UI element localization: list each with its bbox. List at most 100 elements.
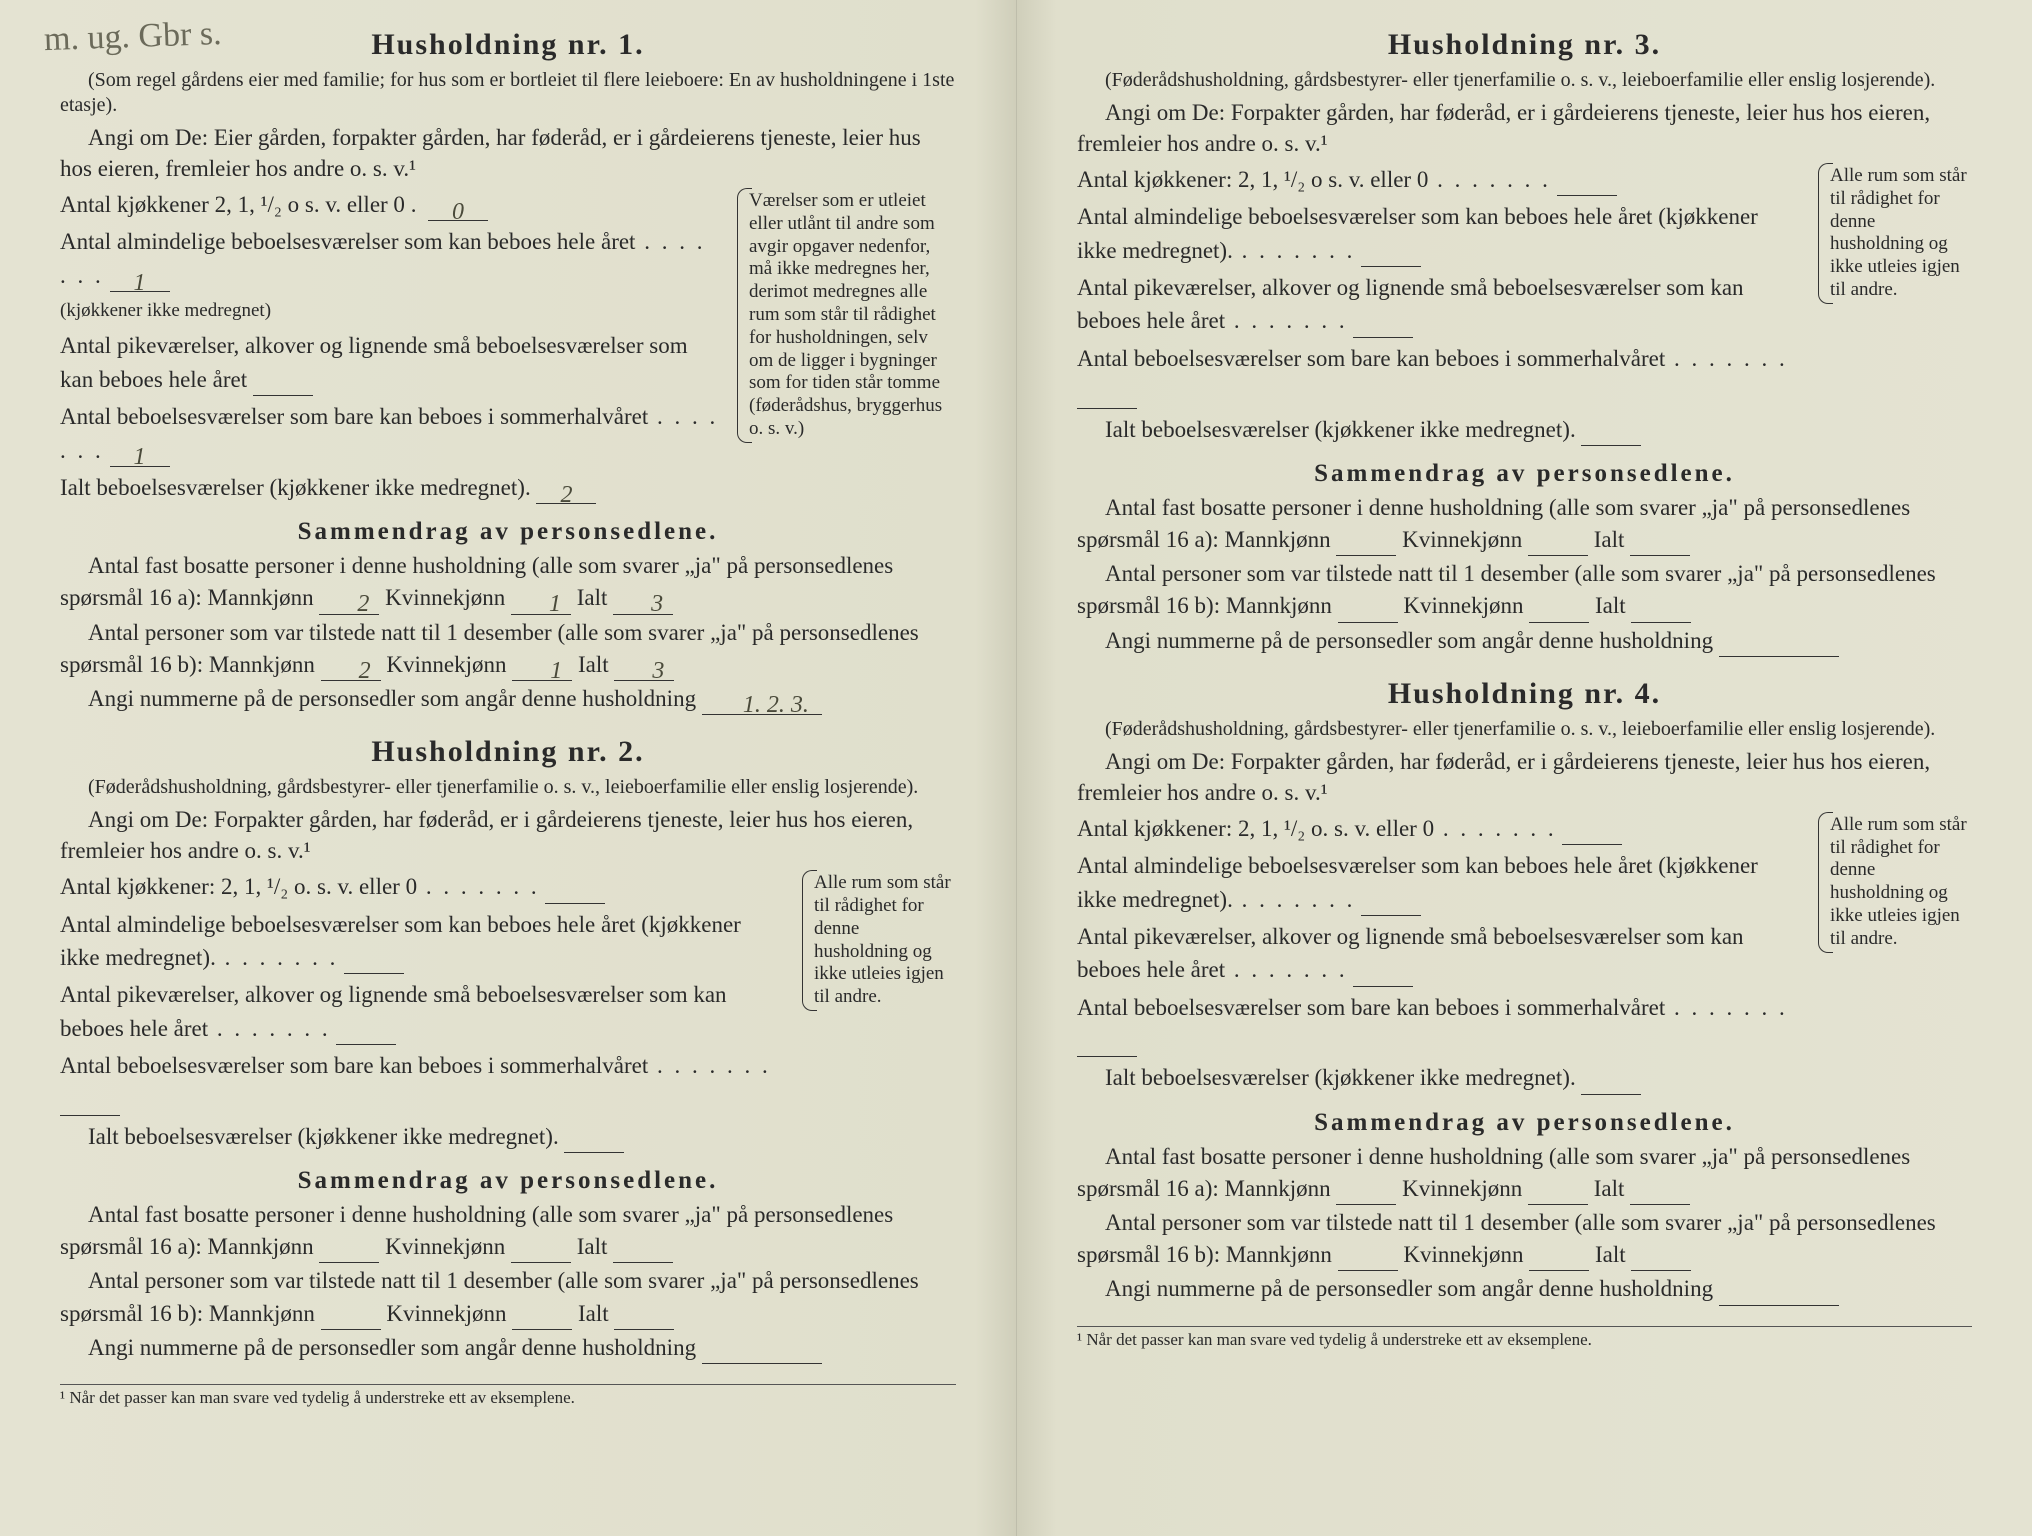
h1-kitchens-value[interactable]: 0 xyxy=(428,195,488,221)
section-husholdning-3: Husholdning nr. 3. (Føderådshusholdning,… xyxy=(1077,28,1972,657)
h4-rooms-year: Antal almindelige beboelsesværelser som … xyxy=(1077,849,1802,916)
section-husholdning-4: Husholdning nr. 4. (Føderådshusholdning,… xyxy=(1077,677,1972,1306)
h3-s1-k-label: Kvinnekjønn xyxy=(1402,527,1522,552)
h4-rooms-year-value[interactable] xyxy=(1361,890,1421,916)
h1-form-row: Antal kjøkkener 2, 1, ¹/₂ o s. v. eller … xyxy=(60,188,956,508)
h4-total-value[interactable] xyxy=(1581,1068,1641,1094)
h1-s1-m[interactable]: 2 xyxy=(319,588,379,614)
h1-numline-text: Angi nummerne på de personsedler som ang… xyxy=(88,686,696,711)
h1-s1-i[interactable]: 3 xyxy=(613,588,673,614)
h3-summary-title: Sammendrag av personsedlene. xyxy=(1077,460,1972,488)
h3-s1-k[interactable] xyxy=(1528,530,1588,556)
h4-s1-i[interactable] xyxy=(1630,1179,1690,1205)
h3-s2-m[interactable] xyxy=(1338,596,1398,622)
h3-pikevaer: Antal pikeværelser, alkover og lignende … xyxy=(1077,271,1802,338)
h3-s1-i-label: Ialt xyxy=(1594,527,1625,552)
h3-s1-m[interactable] xyxy=(1336,530,1396,556)
h1-s1-k[interactable]: 1 xyxy=(511,588,571,614)
h2-s1-k-label: Kvinnekjønn xyxy=(385,1234,505,1259)
h3-pikevaer-value[interactable] xyxy=(1353,311,1413,337)
h1-kitchens-q: Antal kjøkkener 2, 1, ¹/₂ o s. v. eller … xyxy=(60,192,405,217)
h2-s1-m[interactable] xyxy=(319,1237,379,1263)
h1-numline-value[interactable]: 1. 2. 3. xyxy=(702,689,822,715)
h2-numline-text: Angi nummerne på de personsedler som ang… xyxy=(88,1335,696,1360)
h3-kitchens-value[interactable] xyxy=(1557,170,1617,196)
section-husholdning-2: Husholdning nr. 2. (Føderådshusholdning,… xyxy=(60,735,956,1364)
h1-summer: Antal beboelsesværelser som bare kan beb… xyxy=(60,400,721,467)
h4-s2-k-label: Kvinnekjønn xyxy=(1403,1242,1523,1267)
h4-s2-k[interactable] xyxy=(1529,1245,1589,1271)
h2-s2-m[interactable] xyxy=(321,1303,381,1329)
h4-kitchens-value[interactable] xyxy=(1562,819,1622,845)
h1-rooms-year-value[interactable]: 1 xyxy=(110,266,170,292)
h4-numline: Angi nummerne på de personsedler som ang… xyxy=(1077,1273,1972,1305)
h2-pikevaer: Antal pikeværelser, alkover og lignende … xyxy=(60,978,786,1045)
h2-rooms-year-value[interactable] xyxy=(344,948,404,974)
h2-s2-i[interactable] xyxy=(614,1303,674,1329)
h3-summer-value[interactable] xyxy=(1077,382,1137,408)
h3-total-value[interactable] xyxy=(1581,419,1641,445)
h2-s2-k[interactable] xyxy=(512,1303,572,1329)
document-spread: m. ug. Gbr s. Husholdning nr. 1. (Som re… xyxy=(0,0,2032,1536)
h3-s2-k[interactable] xyxy=(1529,596,1589,622)
h2-s2-i-label: Ialt xyxy=(578,1301,609,1326)
h1-total-value[interactable]: 2 xyxy=(536,478,596,504)
h4-s1-k[interactable] xyxy=(1528,1179,1588,1205)
h1-pikevaer-q: Antal pikeværelser, alkover og lignende … xyxy=(60,333,688,391)
h1-summary-1: Antal fast bosatte personer i denne hush… xyxy=(60,550,956,614)
h1-summary-2: Antal personer som var tilstede natt til… xyxy=(60,617,956,681)
h1-pikevaer-value[interactable] xyxy=(253,370,313,396)
h2-pikevaer-value[interactable] xyxy=(336,1019,396,1045)
h1-rooms-year-note: (kjøkkener ikke medregnet) xyxy=(60,300,271,321)
h2-kitchens-value[interactable] xyxy=(545,877,605,903)
h2-form-row: Antal kjøkkener: 2, 1, ¹/₂ o. s. v. elle… xyxy=(60,870,956,1157)
h1-s2-m[interactable]: 2 xyxy=(321,655,381,681)
h4-pikevaer-value[interactable] xyxy=(1353,960,1413,986)
handwritten-annotation: m. ug. Gbr s. xyxy=(43,15,222,59)
h1-s2-k-label: Kvinnekjønn xyxy=(386,652,506,677)
h3-title: Husholdning nr. 3. xyxy=(1077,28,1972,62)
h1-summer-value[interactable]: 1 xyxy=(110,440,170,466)
h3-numline-value[interactable] xyxy=(1719,630,1839,656)
h1-numline: Angi nummerne på de personsedler som ang… xyxy=(60,683,956,715)
h2-numline-value[interactable] xyxy=(702,1338,822,1364)
h2-total-value[interactable] xyxy=(564,1127,624,1153)
h1-s1-k-label: Kvinnekjønn xyxy=(385,585,505,610)
h3-kitchens: Antal kjøkkener: 2, 1, ¹/₂ o s. v. eller… xyxy=(1077,163,1802,196)
h3-sidenote: Alle rum som står til rådighet for denne… xyxy=(1822,163,1972,304)
h1-total: Ialt beboelsesværelser (kjøkkener ikke m… xyxy=(60,471,721,504)
h3-rooms-year-value[interactable] xyxy=(1361,241,1421,267)
h2-s1-i[interactable] xyxy=(613,1237,673,1263)
h4-summary-1: Antal fast bosatte personer i denne hush… xyxy=(1077,1141,1972,1205)
h4-summer-q: Antal beboelsesværelser som bare kan beb… xyxy=(1077,995,1665,1020)
h3-numline-text: Angi nummerne på de personsedler som ang… xyxy=(1105,628,1713,653)
h1-s2-i[interactable]: 3 xyxy=(614,655,674,681)
h1-sidenote: Værelser som er utleiet eller utlånt til… xyxy=(741,188,956,443)
h4-s1-i-label: Ialt xyxy=(1594,1176,1625,1201)
h3-s2-k-label: Kvinnekjønn xyxy=(1403,593,1523,618)
h4-total: Ialt beboelsesværelser (kjøkkener ikke m… xyxy=(1077,1061,1802,1094)
h4-summary-2: Antal personer som var tilstede natt til… xyxy=(1077,1207,1972,1271)
h4-numline-value[interactable] xyxy=(1719,1279,1839,1305)
h4-s2-i-label: Ialt xyxy=(1595,1242,1626,1267)
h4-kitchens-q: Antal kjøkkener: 2, 1, ¹/₂ o. s. v. elle… xyxy=(1077,816,1434,841)
h2-s1-k[interactable] xyxy=(511,1237,571,1263)
h4-pikevaer: Antal pikeværelser, alkover og lignende … xyxy=(1077,920,1802,987)
h4-title: Husholdning nr. 4. xyxy=(1077,677,1972,711)
h4-paren: (Føderådshusholdning, gårdsbestyrer- ell… xyxy=(1077,717,1972,742)
h4-form-row: Antal kjøkkener: 2, 1, ¹/₂ o. s. v. elle… xyxy=(1077,812,1972,1099)
h4-s1-m[interactable] xyxy=(1336,1179,1396,1205)
h4-s2-i[interactable] xyxy=(1631,1245,1691,1271)
h3-s2-i[interactable] xyxy=(1631,596,1691,622)
h4-summer-value[interactable] xyxy=(1077,1031,1137,1057)
page-left: m. ug. Gbr s. Husholdning nr. 1. (Som re… xyxy=(0,0,1016,1536)
h2-total: Ialt beboelsesværelser (kjøkkener ikke m… xyxy=(60,1120,786,1153)
h2-summer-value[interactable] xyxy=(60,1089,120,1115)
h1-summer-q: Antal beboelsesværelser som bare kan beb… xyxy=(60,404,648,429)
h3-s1-i[interactable] xyxy=(1630,530,1690,556)
h1-s2-k[interactable]: 1 xyxy=(512,655,572,681)
h2-total-q: Ialt beboelsesværelser (kjøkkener ikke m… xyxy=(88,1124,553,1149)
h2-paren: (Føderådshusholdning, gårdsbestyrer- ell… xyxy=(60,775,956,800)
h4-s2-m[interactable] xyxy=(1338,1245,1398,1271)
h1-pikevaer: Antal pikeværelser, alkover og lignende … xyxy=(60,329,721,396)
